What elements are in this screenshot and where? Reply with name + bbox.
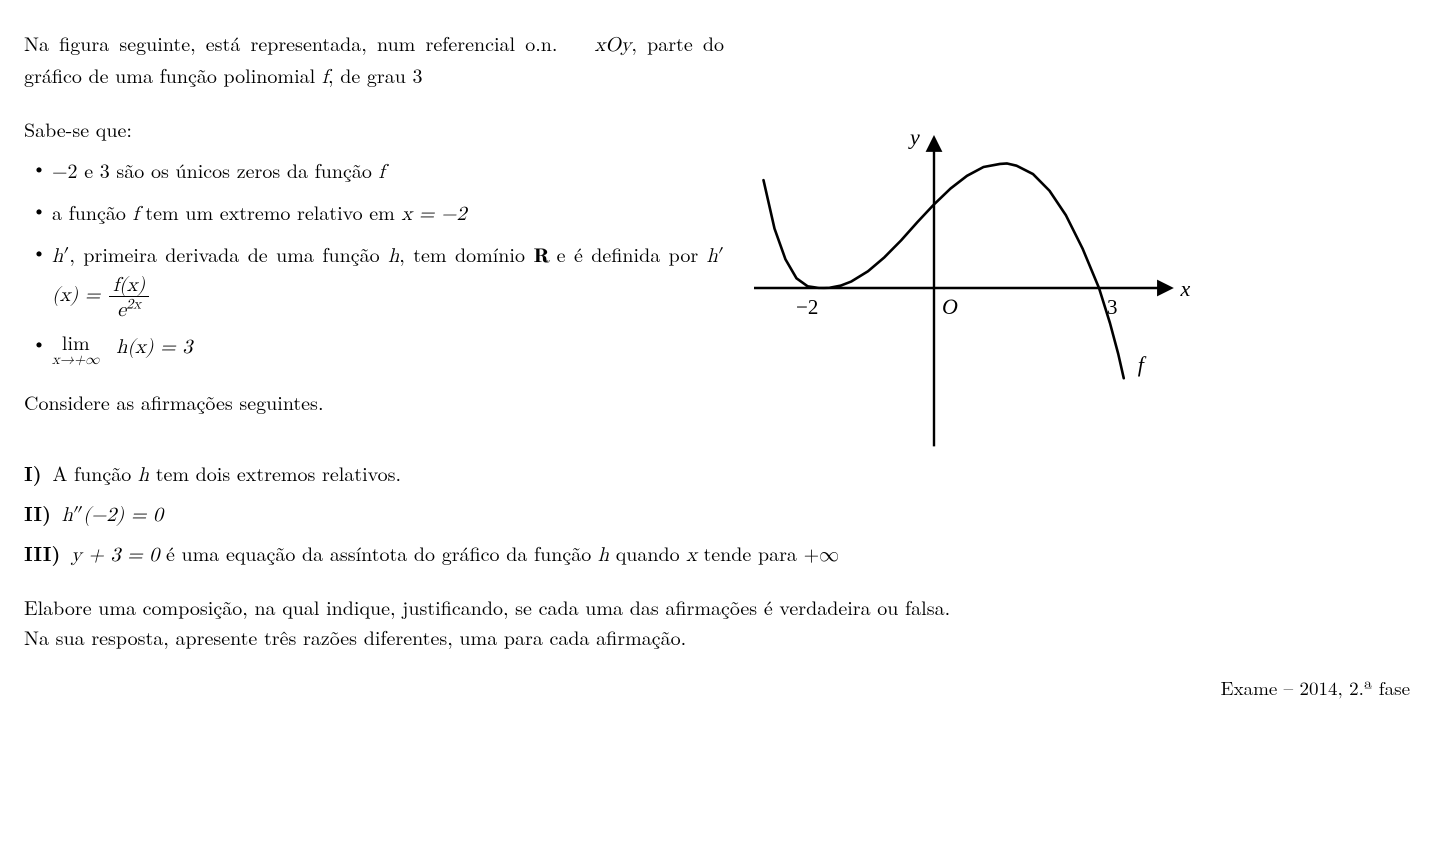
svg-text:3: 3: [1107, 295, 1118, 319]
b3-frac: f(x) e2x: [109, 272, 149, 321]
intro-text-a: Na figura seguinte, está representada, n…: [24, 28, 557, 57]
b3-den-e: e: [117, 300, 126, 320]
b2-mid: tem um extremo relativo em: [139, 197, 402, 226]
s1-text-b: tem dois extremos relativos.: [149, 458, 401, 487]
b1-text: −2 e 3 são os únicos zeros da função: [52, 155, 379, 184]
s1-h: h: [138, 465, 149, 485]
intro-text-c: , de grau 3: [328, 60, 423, 89]
bullet-3: h′, primeira derivada de uma função h, t…: [52, 238, 724, 321]
b3-mid1: , primeira derivada de uma função: [69, 239, 388, 268]
b1-f: f: [379, 162, 385, 182]
s2-label: II): [24, 498, 51, 527]
b4-eq: h(x) = 3: [116, 337, 192, 357]
b4-lim-top: lim: [52, 331, 100, 352]
b4-lim-under: x→+∞: [52, 352, 100, 367]
bullet-2: a função f tem um extremo relativo em x …: [52, 196, 724, 230]
b3-mid2: , tem domínio: [399, 239, 533, 268]
cubic-function-graph: y x O −2 3 f: [754, 58, 1194, 458]
s3-mid: é uma equação da assíntota do gráfico da…: [159, 538, 598, 567]
s1-label: I): [24, 458, 42, 487]
s3-h: h: [598, 545, 609, 565]
s3-mid3: tende para: [697, 538, 804, 567]
problem-text-column: Na figura seguinte, está representada, n…: [24, 28, 724, 445]
sabe-que: Sabe-se que:: [24, 114, 724, 144]
b3-h: h′: [52, 246, 69, 266]
svg-text:−2: −2: [796, 295, 818, 319]
exam-footer: Exame – 2014, 2.ª fase: [24, 674, 1410, 703]
intro-xoy: xOy: [595, 35, 632, 55]
bullet-list: −2 e 3 são os únicos zeros da função f a…: [24, 154, 724, 367]
statement-2: II) h″(−2) = 0: [24, 498, 1410, 530]
considere: Considere as afirmações seguintes.: [24, 387, 724, 417]
s3-eq: y + 3 = 0: [71, 545, 159, 565]
b3-num: f(x): [113, 275, 145, 295]
task-line-1: Elabore uma composição, na qual indique,…: [24, 592, 1410, 622]
s3-inf: +∞: [804, 545, 840, 565]
b3-den-exp: 2x: [126, 296, 141, 311]
svg-text:y: y: [908, 124, 920, 149]
statement-1: I) A função h tem dois extremos relativo…: [24, 458, 1410, 490]
b4-lim: lim x→+∞: [52, 331, 100, 367]
task-line-2: Na sua resposta, apresente três razões d…: [24, 622, 1410, 652]
svg-text:f: f: [1138, 352, 1147, 377]
b3-mid3: e é definida por: [548, 239, 706, 268]
bullet-4: lim x→+∞ h(x) = 3: [52, 329, 724, 367]
s3-mid2: quando: [609, 538, 686, 567]
figure-column: y x O −2 3 f: [754, 28, 1194, 458]
svg-text:x: x: [1180, 276, 1191, 301]
s1-text-a: A função: [52, 458, 138, 487]
s3-x: x: [686, 545, 697, 565]
b2-pre: a função: [52, 197, 133, 226]
s2-eq: h″(−2) = 0: [62, 505, 163, 525]
svg-text:O: O: [942, 294, 958, 319]
intro-paragraph: Na figura seguinte, está representada, n…: [24, 28, 724, 92]
bullet-1: −2 e 3 são os únicos zeros da função f: [52, 154, 724, 188]
statement-3: III) y + 3 = 0 é uma equação da assíntot…: [24, 538, 1410, 570]
b2-eq: x = −2: [402, 204, 467, 224]
b3-h2: h: [388, 246, 399, 266]
s3-label: III): [24, 538, 60, 567]
statements: I) A função h tem dois extremos relativo…: [24, 458, 1410, 570]
b3-R: R: [533, 240, 548, 272]
